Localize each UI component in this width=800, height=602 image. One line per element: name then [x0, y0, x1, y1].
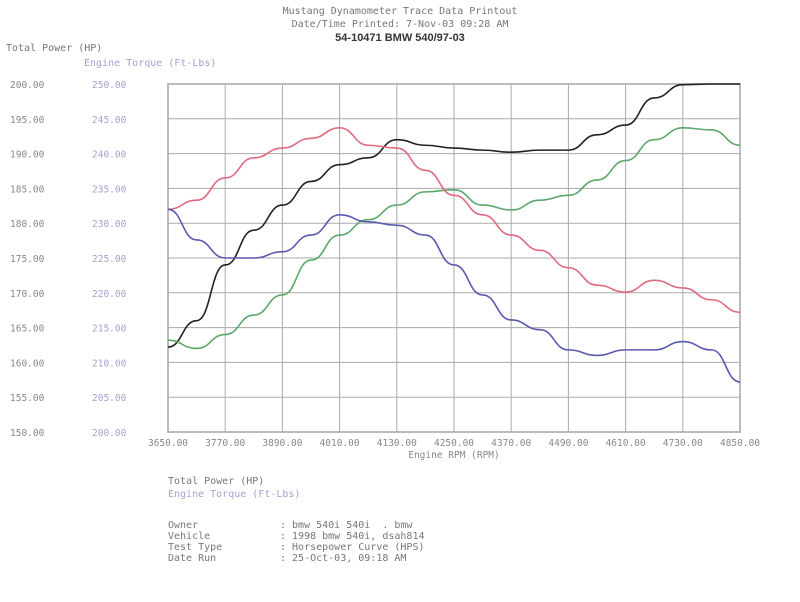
y-tick-label: 185.00: [10, 184, 45, 195]
y-tick-label: 155.00: [10, 393, 45, 404]
series-line-2: [167, 127, 741, 350]
printed-date: Date/Time Printed: 7-Nov-03 09:28 AM: [291, 19, 509, 30]
y-tick-label: 200.00: [10, 80, 45, 91]
x-tick-label: 4610.00: [606, 438, 646, 449]
legend-power: Total Power (HP): [168, 476, 265, 487]
info-value: : 1998 bmw 540i, dsah814: [280, 531, 425, 542]
x-axis-label: Engine RPM (RPM): [408, 450, 500, 461]
info-value: : bmw 540i 540i . bmw: [280, 520, 413, 531]
x-tick-label: 3770.00: [205, 438, 245, 449]
info-label: Date Run: [168, 553, 217, 564]
power-axis-label: Total Power (HP): [6, 43, 103, 54]
info-label: Owner: [168, 520, 199, 531]
y2-tick-label: 225.00: [92, 254, 127, 265]
report-title: Mustang Dynamometer Trace Data Printout: [282, 6, 518, 17]
x-tick-label: 3650.00: [148, 438, 188, 449]
y2-tick-label: 220.00: [92, 289, 127, 300]
x-tick-label: 4490.00: [548, 438, 588, 449]
x-tick-label: 4250.00: [434, 438, 474, 449]
y2-tick-label: 200.00: [92, 428, 127, 439]
y2-tick-label: 245.00: [92, 115, 127, 126]
y2-tick-label: 250.00: [92, 80, 127, 91]
x-tick-label: 4130.00: [377, 438, 417, 449]
x-tick-label: 4010.00: [320, 438, 360, 449]
y-tick-label: 175.00: [10, 254, 45, 265]
info-value: : 25-Oct-03, 09:18 AM: [280, 553, 407, 564]
x-tick-label: 4850.00: [720, 438, 760, 449]
series-line-1: [167, 83, 740, 348]
y2-tick-label: 210.00: [92, 358, 127, 369]
y-tick-label: 160.00: [10, 358, 45, 369]
y-tick-label: 165.00: [10, 324, 45, 335]
y-tick-label: 190.00: [10, 150, 45, 161]
y2-tick-label: 205.00: [92, 393, 127, 404]
series-line-4: [167, 208, 741, 383]
y2-tick-label: 230.00: [92, 219, 127, 230]
y2-tick-label: 235.00: [92, 184, 127, 195]
series-line-3: [167, 127, 741, 314]
y2-tick-label: 215.00: [92, 324, 127, 335]
torque-axis-label: Engine Torque (Ft-Lbs): [84, 58, 217, 69]
info-label: Vehicle: [168, 531, 211, 542]
y-tick-label: 150.00: [10, 428, 45, 439]
run-id: 54-10471 BMW 540/97-03: [335, 32, 465, 44]
legend-torque: Engine Torque (Ft-Lbs): [168, 489, 301, 500]
y-tick-label: 170.00: [10, 289, 45, 300]
x-tick-label: 4370.00: [491, 438, 531, 449]
y2-tick-label: 240.00: [92, 150, 127, 161]
y-tick-label: 180.00: [10, 219, 45, 230]
info-value: : Horsepower Curve (HPS): [280, 542, 425, 553]
y-tick-label: 195.00: [10, 115, 45, 126]
info-label: Test Type: [168, 542, 223, 553]
x-tick-label: 3890.00: [262, 438, 302, 449]
x-tick-label: 4730.00: [663, 438, 703, 449]
